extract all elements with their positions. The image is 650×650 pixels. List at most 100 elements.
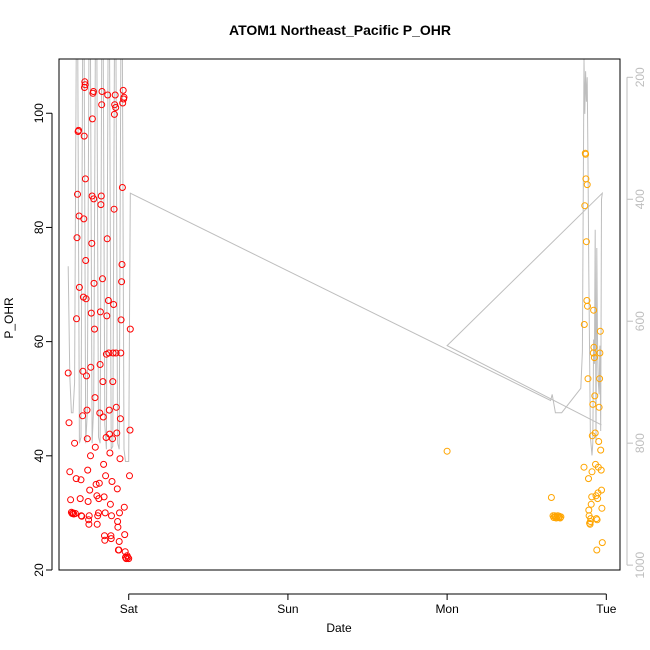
data-point bbox=[75, 126, 83, 134]
data-point bbox=[596, 375, 604, 383]
data-point bbox=[109, 435, 116, 443]
y-tick-label: 80 bbox=[32, 220, 46, 234]
data-point bbox=[75, 283, 83, 291]
right-tick-label: 800 bbox=[633, 433, 647, 453]
data-point bbox=[106, 500, 114, 508]
data-point bbox=[114, 523, 122, 531]
data-point bbox=[71, 439, 79, 447]
data-point bbox=[99, 378, 107, 386]
data-point bbox=[74, 190, 81, 198]
data-point bbox=[90, 279, 98, 287]
data-point bbox=[122, 555, 130, 563]
data-point bbox=[590, 354, 598, 362]
data-point bbox=[84, 498, 92, 505]
data-point bbox=[113, 485, 121, 493]
data-point bbox=[593, 546, 601, 554]
y-tick-label: 40 bbox=[32, 449, 46, 463]
data-point bbox=[100, 460, 108, 468]
data-point bbox=[88, 239, 96, 247]
data-point bbox=[100, 493, 108, 501]
data-point bbox=[76, 495, 84, 503]
data-point bbox=[117, 316, 125, 324]
data-point bbox=[82, 257, 90, 264]
data-point bbox=[584, 375, 592, 383]
data-point bbox=[107, 535, 115, 543]
data-point bbox=[110, 110, 118, 118]
data-point bbox=[113, 429, 121, 437]
data-point bbox=[104, 91, 112, 99]
data-point bbox=[99, 413, 107, 421]
data-point bbox=[109, 349, 117, 357]
data-point bbox=[109, 378, 117, 386]
data-point bbox=[593, 516, 601, 524]
data-point bbox=[72, 475, 80, 483]
data-point bbox=[83, 435, 91, 443]
data-point bbox=[115, 546, 123, 554]
data-point bbox=[126, 325, 134, 333]
data-point bbox=[102, 472, 110, 480]
data-point bbox=[89, 88, 97, 95]
data-point bbox=[583, 181, 591, 189]
data-point bbox=[79, 412, 87, 420]
data-point bbox=[81, 81, 89, 89]
data-point bbox=[547, 494, 555, 501]
data-point bbox=[95, 509, 102, 517]
data-point bbox=[126, 472, 133, 480]
data-point bbox=[82, 295, 90, 303]
data-point bbox=[582, 150, 590, 158]
data-point bbox=[73, 315, 80, 323]
data-point bbox=[94, 512, 102, 520]
data-point bbox=[98, 88, 106, 95]
right-tick-label: 400 bbox=[633, 189, 647, 209]
data-point bbox=[582, 238, 590, 246]
data-point bbox=[591, 429, 599, 437]
y-tick-label: 100 bbox=[32, 103, 46, 123]
data-point bbox=[596, 349, 604, 357]
data-point bbox=[87, 452, 94, 460]
data-point bbox=[580, 463, 588, 471]
data-point bbox=[81, 175, 89, 183]
data-point bbox=[78, 512, 86, 520]
data-point bbox=[103, 235, 111, 243]
data-point bbox=[88, 115, 96, 123]
data-point bbox=[590, 306, 598, 314]
data-point bbox=[96, 409, 104, 417]
data-point bbox=[104, 297, 112, 304]
data-point bbox=[73, 234, 81, 242]
data-point bbox=[96, 308, 104, 316]
data-point bbox=[71, 510, 79, 517]
x-tick-label: Mon bbox=[435, 602, 458, 616]
data-point bbox=[443, 447, 451, 455]
data-point bbox=[91, 325, 98, 333]
data-point bbox=[64, 369, 72, 377]
x-axis-label: Date bbox=[326, 621, 352, 635]
data-point bbox=[118, 184, 126, 191]
data-point bbox=[67, 496, 75, 504]
data-point bbox=[105, 349, 113, 357]
data-point bbox=[122, 553, 129, 561]
data-point bbox=[590, 343, 598, 351]
data-point bbox=[112, 403, 120, 411]
right-tick-label: 200 bbox=[633, 67, 647, 87]
data-point bbox=[108, 478, 116, 485]
data-point bbox=[87, 309, 95, 317]
x-tick-label: Sun bbox=[277, 602, 298, 616]
data-point bbox=[580, 321, 588, 328]
data-point bbox=[103, 312, 111, 320]
data-point bbox=[595, 403, 603, 411]
right-tick-label: 1000 bbox=[633, 551, 647, 578]
data-point bbox=[86, 486, 94, 494]
data-point bbox=[97, 201, 105, 209]
data-point bbox=[83, 372, 90, 380]
data-point bbox=[91, 394, 99, 402]
data-point bbox=[117, 349, 125, 357]
data-point bbox=[80, 132, 88, 140]
data-point bbox=[98, 101, 106, 109]
data-point bbox=[116, 455, 124, 463]
data-point bbox=[80, 215, 88, 223]
x-tick-label: Sat bbox=[120, 602, 139, 616]
data-point bbox=[584, 302, 591, 310]
data-point bbox=[85, 516, 93, 524]
data-point bbox=[118, 278, 126, 286]
